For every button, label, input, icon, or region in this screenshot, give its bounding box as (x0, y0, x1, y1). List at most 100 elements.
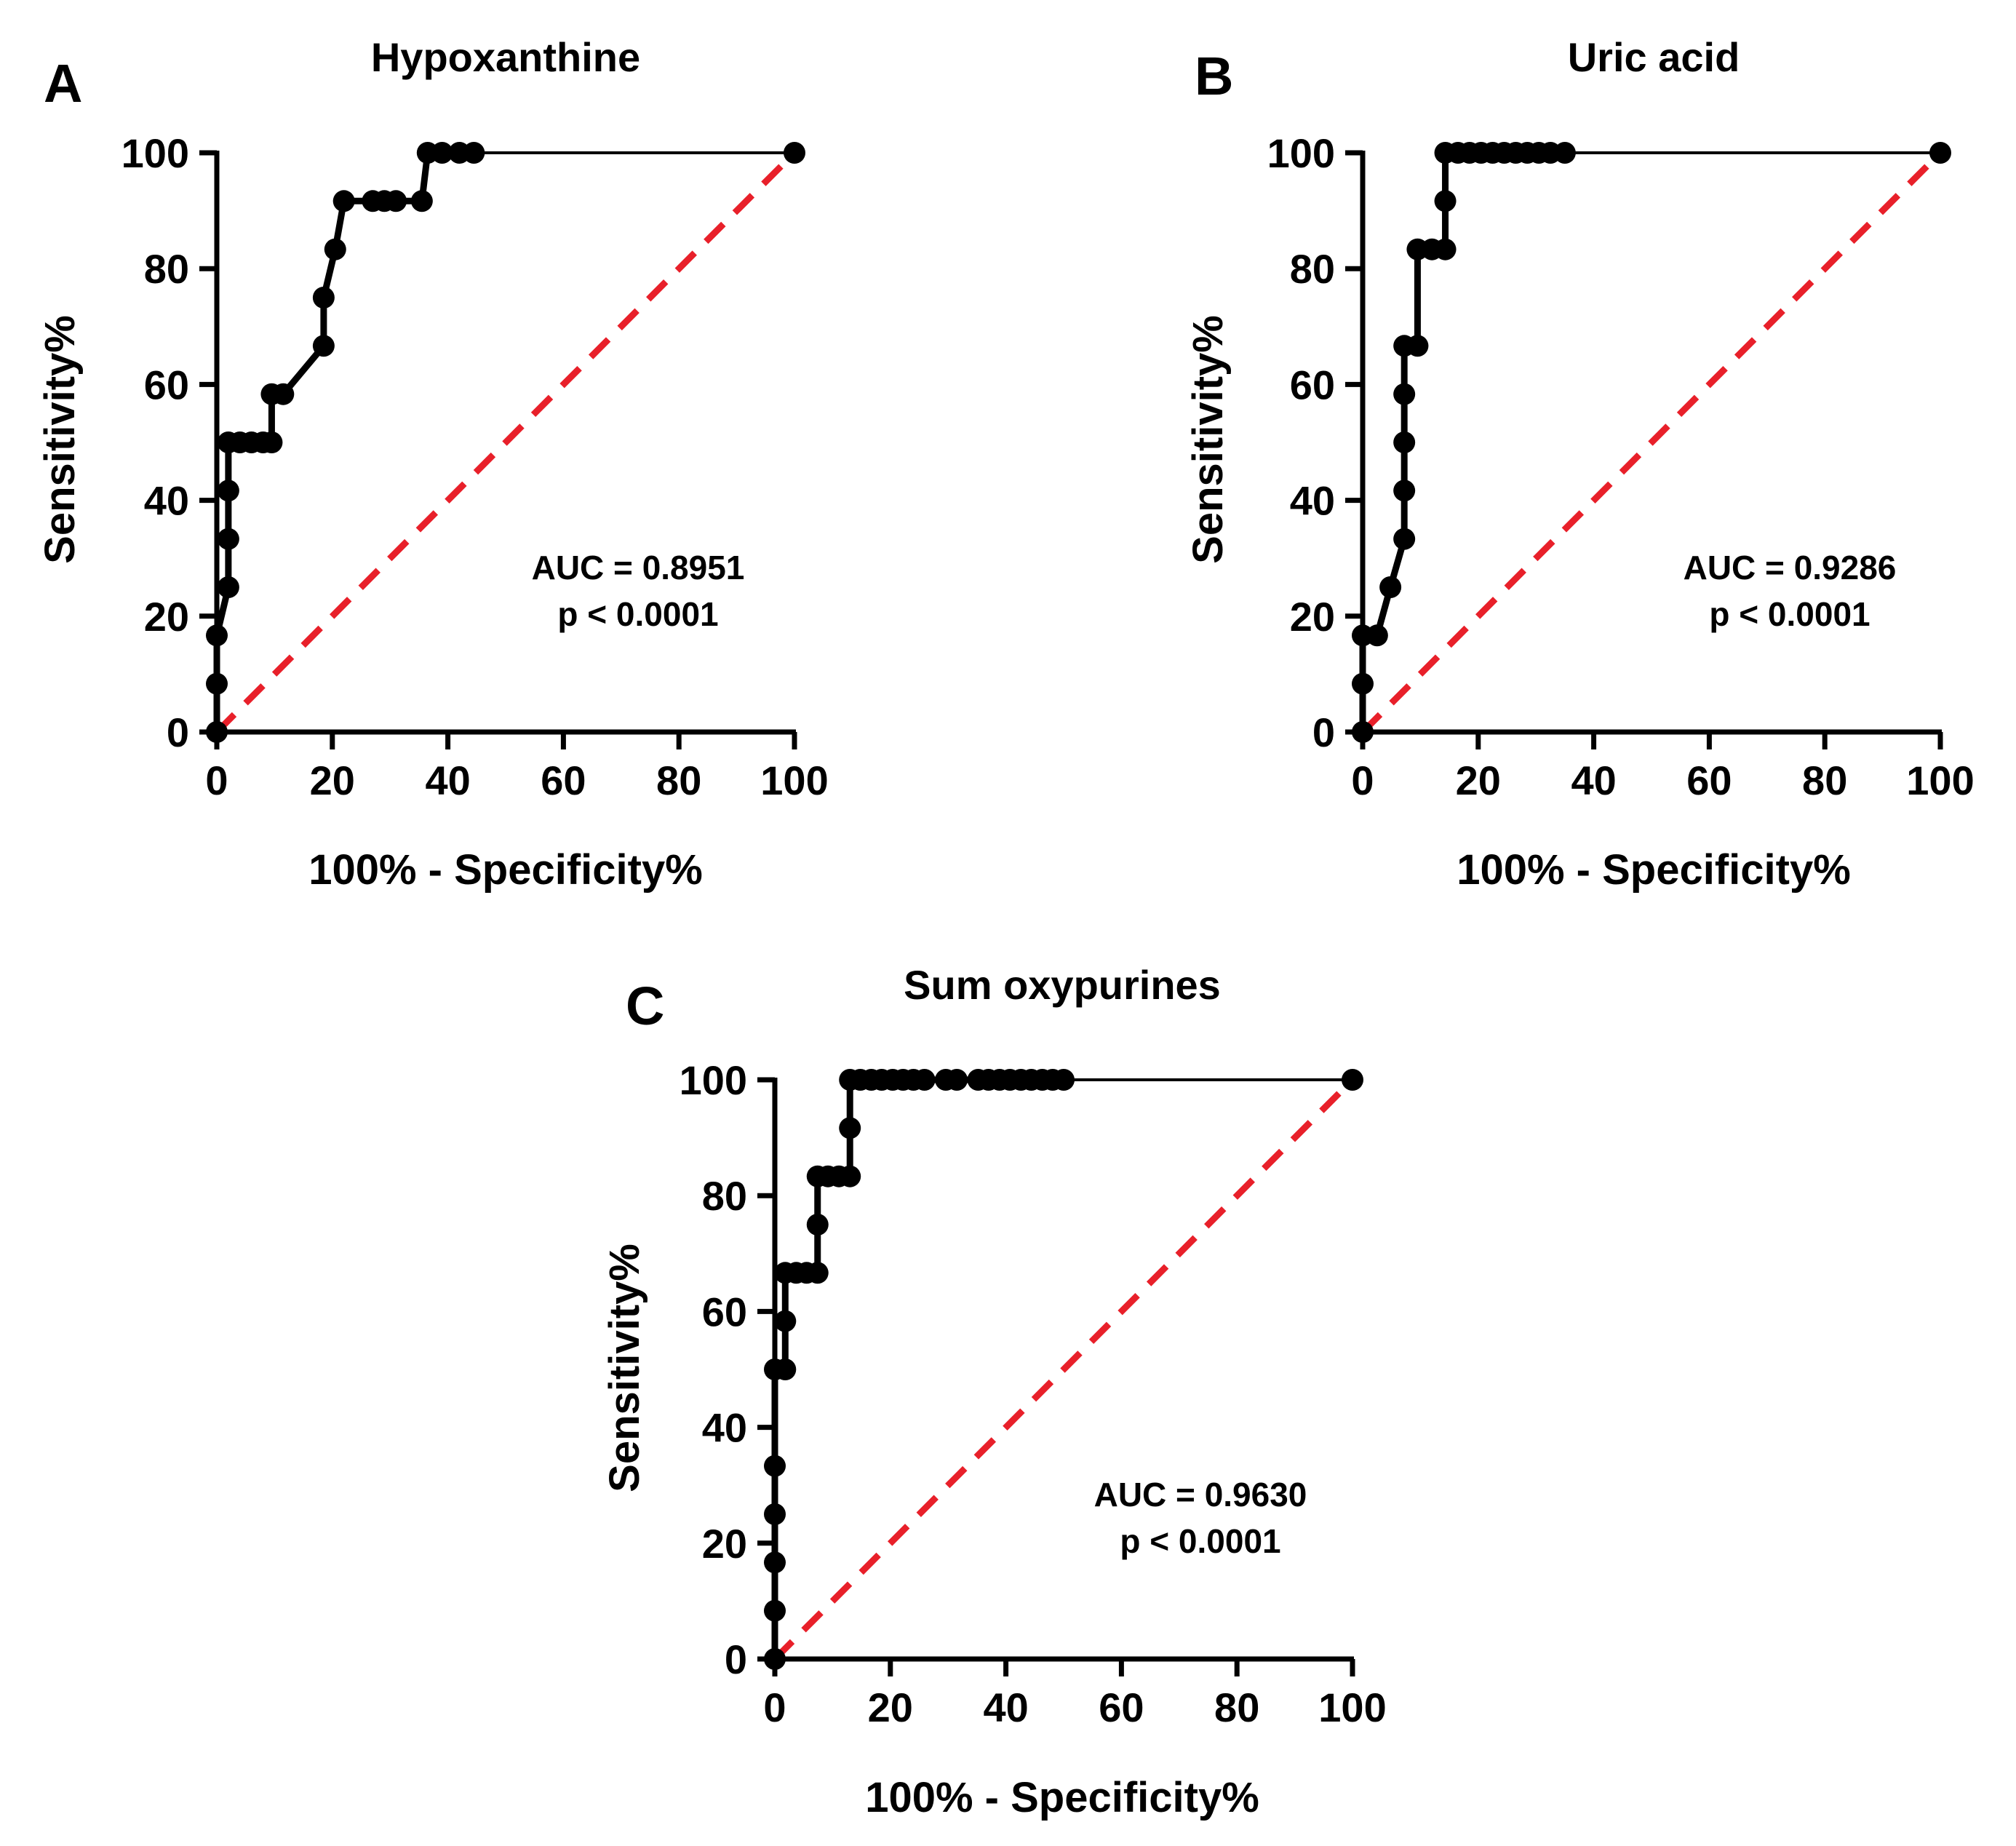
roc-point (839, 1117, 861, 1139)
roc-point (784, 142, 805, 164)
panel-b: B Uric acid 100% - Specificity% Sensitiv… (1184, 34, 1975, 894)
roc-point (206, 624, 228, 647)
x-axis-label: 100% - Specificity% (1457, 846, 1851, 894)
roc-point (1406, 335, 1429, 357)
roc-point (1393, 383, 1416, 405)
roc-point (806, 1214, 829, 1236)
x-tick-label: 0 (205, 757, 228, 803)
plot-area: 0 20 40 60 80 100 0 20 40 60 80 100 (680, 1057, 1387, 1730)
x-tick-label: 100 (760, 757, 828, 803)
x-tick-label: 20 (868, 1684, 913, 1730)
roc-point (272, 383, 295, 405)
x-tick-label: 40 (983, 1684, 1028, 1730)
roc-point (774, 1310, 797, 1332)
y-tick-label: 40 (144, 478, 189, 524)
roc-point (764, 1599, 786, 1622)
panel-label: B (1195, 46, 1233, 106)
roc-point (1342, 1069, 1363, 1091)
y-axis-label: Sensitivity% (36, 315, 84, 564)
y-axis-label: Sensitivity% (1184, 315, 1232, 564)
roc-point (839, 1165, 861, 1187)
x-axis-label: 100% - Specificity% (865, 1774, 1259, 1821)
panel-a: A Hypoxanthine 100% - Specificity% Sensi… (36, 34, 829, 894)
y-tick-label: 60 (144, 362, 189, 407)
p-value-annotation: p < 0.0001 (557, 595, 718, 633)
roc-point (1393, 528, 1416, 550)
y-tick-label: 80 (1290, 246, 1335, 292)
chart-title: Uric acid (1568, 34, 1740, 80)
auc-annotation: AUC = 0.8951 (532, 549, 745, 586)
x-tick-label: 60 (541, 757, 586, 803)
y-tick-label: 100 (680, 1057, 747, 1103)
panel-label: A (44, 53, 82, 114)
roc-point (206, 672, 228, 695)
roc-point (1366, 624, 1388, 647)
y-tick-label: 100 (1267, 130, 1335, 176)
y-tick-label: 0 (167, 709, 189, 755)
roc-point (217, 480, 239, 502)
x-tick-label: 60 (1099, 1684, 1144, 1730)
y-tick-label: 20 (1290, 594, 1335, 640)
plot-area: 0 20 40 60 80 100 0 20 40 60 80 100 (121, 130, 829, 803)
roc-point (1434, 238, 1457, 260)
chart-title: Sum oxypurines (904, 962, 1221, 1008)
roc-point (946, 1069, 968, 1091)
roc-point (312, 335, 335, 357)
roc-point (764, 1648, 786, 1670)
roc-point (217, 528, 239, 550)
roc-point (764, 1455, 786, 1477)
roc-point (260, 431, 283, 453)
x-tick-label: 20 (1456, 757, 1501, 803)
y-tick-label: 40 (702, 1405, 747, 1451)
y-tick-label: 20 (144, 594, 189, 640)
p-value-annotation: p < 0.0001 (1120, 1522, 1280, 1560)
roc-point (806, 1262, 829, 1284)
roc-point (1553, 142, 1576, 164)
roc-point (913, 1069, 936, 1091)
panel-c: C Sum oxypurines 100% - Specificity% Sen… (601, 962, 1387, 1821)
roc-point (1393, 480, 1416, 502)
x-tick-label: 80 (656, 757, 701, 803)
roc-point (1053, 1069, 1075, 1091)
reference-diagonal-line (772, 1077, 1355, 1662)
roc-point (217, 576, 239, 598)
roc-point (431, 142, 453, 164)
roc-point (764, 1503, 786, 1525)
roc-point (332, 190, 355, 212)
y-tick-label: 0 (725, 1636, 747, 1682)
x-tick-label: 80 (1802, 757, 1847, 803)
auc-annotation: AUC = 0.9630 (1094, 1476, 1307, 1513)
x-tick-label: 100 (1906, 757, 1974, 803)
roc-point (410, 190, 433, 212)
roc-point (312, 287, 335, 309)
y-tick-label: 60 (702, 1289, 747, 1334)
roc-point (1379, 576, 1402, 598)
x-tick-label: 0 (763, 1684, 786, 1730)
roc-point (1352, 672, 1374, 695)
roc-point (1434, 190, 1457, 212)
y-tick-label: 60 (1290, 362, 1335, 407)
plot-area: 0 20 40 60 80 100 0 20 40 60 80 100 (1267, 130, 1975, 803)
roc-point (764, 1551, 786, 1574)
roc-point (206, 721, 228, 743)
y-tick-label: 40 (1290, 478, 1335, 524)
x-tick-label: 100 (1318, 1684, 1386, 1730)
y-tick-label: 20 (702, 1521, 747, 1567)
reference-diagonal-line (214, 150, 797, 735)
p-value-annotation: p < 0.0001 (1709, 595, 1870, 633)
x-tick-label: 20 (310, 757, 355, 803)
x-tick-label: 80 (1214, 1684, 1259, 1730)
x-tick-label: 0 (1351, 757, 1374, 803)
x-tick-label: 60 (1686, 757, 1732, 803)
roc-point (324, 238, 346, 260)
y-tick-label: 80 (702, 1173, 747, 1219)
x-tick-label: 40 (1571, 757, 1616, 803)
panel-label: C (626, 976, 664, 1036)
chart-title: Hypoxanthine (371, 34, 640, 80)
roc-point (1929, 142, 1951, 164)
x-axis-label: 100% - Specificity% (308, 846, 703, 894)
y-tick-label: 80 (144, 246, 189, 292)
roc-point (774, 1358, 797, 1380)
